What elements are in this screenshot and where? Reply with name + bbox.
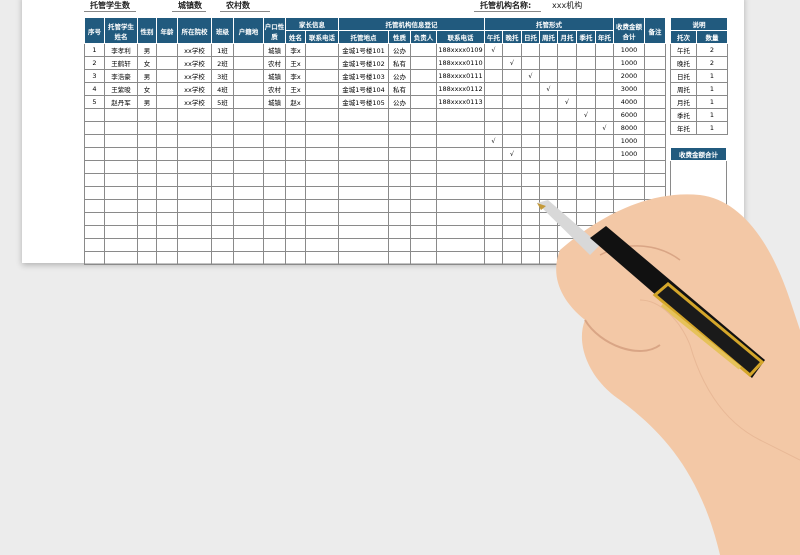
header-form-5: 季托 (576, 30, 596, 44)
summary-count[interactable]: 1 (696, 121, 728, 135)
summary-title: 说明 (670, 17, 728, 31)
header-name: 托管学生姓名 (104, 17, 138, 44)
header-form: 托管形式 (484, 17, 614, 31)
student-count-label: 托管学生数 (84, 1, 136, 12)
header-parent-name: 姓名 (285, 30, 306, 44)
header-note: 备注 (644, 17, 666, 44)
fee-total-title: 收费金额合计 (670, 147, 727, 161)
header-no: 序号 (84, 17, 105, 44)
header-hukou-place: 户籍地 (233, 17, 264, 44)
summary-col-count: 数量 (696, 30, 728, 44)
rural-count-label: 农村数 (220, 1, 270, 12)
header-org-type: 性质 (388, 30, 411, 44)
summary-table: 说明 托次 数量 午托 2 晚托 2 日托 1 周托 1 月托 1 季托 1 年托 1 (670, 17, 728, 135)
org-name-value: xxx机构 (552, 1, 583, 10)
header-parent-phone: 联系电话 (305, 30, 339, 44)
summary-row: 年托 1 (670, 121, 728, 135)
header-org-phone: 联系电话 (436, 30, 485, 44)
table-row (84, 160, 666, 174)
table-row: √ 6000 (84, 108, 666, 122)
table-row (84, 186, 666, 200)
header-org-lead: 负责人 (410, 30, 437, 44)
summary-row: 月托 1 (670, 95, 728, 109)
header-form-1: 晚托 (502, 30, 522, 44)
header-form-4: 月托 (557, 30, 577, 44)
registration-table: 序号 托管学生姓名 性别 年龄 所在院校 班级 户籍地 户口性质 家长信息 托管机构信息登记 托管形… (84, 17, 666, 265)
summary-row: 晚托 2 (670, 56, 728, 70)
summary-row: 周托 1 (670, 82, 728, 96)
org-name-label: 托管机构名称: (474, 1, 542, 12)
header-form-2: 日托 (521, 30, 540, 44)
table-row (84, 173, 666, 187)
table-row: 5 赵丹军男 xx学校 5班 城镇 赵x 金城1号楼105 公办 188xxxx0113 √ 400… (84, 95, 666, 109)
summary-row: 日托 1 (670, 69, 728, 83)
header-fee: 收费金额合计 (613, 17, 645, 44)
header-school: 所在院校 (177, 17, 212, 44)
town-count-label: 城镇数 (172, 1, 206, 12)
header-parent: 家长信息 (285, 17, 339, 31)
table-row: 4 王紫晙女 xx学校 4班 农村 王x 金城1号楼104 私有 188xxxx0112 √ 300… (84, 82, 666, 96)
table-row: 2 王鹤轩女 xx学校 2班 农村 王x 金城1号楼102 私有 188xxxx0110 √ 100… (84, 56, 666, 70)
spreadsheet-page: 托管学生数 城镇数 农村数 托管机构名称: xxx机构 序号 托管学生姓名 性别 年龄… (22, 0, 744, 272)
summary-count[interactable]: 1 (696, 95, 728, 109)
table-row: 3 李浩豪男 xx学校 3班 城镇 李x 金城1号楼103 公办 188xxxx0111 √ 200… (84, 69, 666, 83)
pen (537, 200, 765, 378)
table-row: √ 1000 (84, 147, 666, 161)
header-hukou-type: 户口性质 (263, 17, 286, 44)
header-org: 托管机构信息登记 (338, 17, 485, 31)
header-form-3: 周托 (539, 30, 558, 44)
